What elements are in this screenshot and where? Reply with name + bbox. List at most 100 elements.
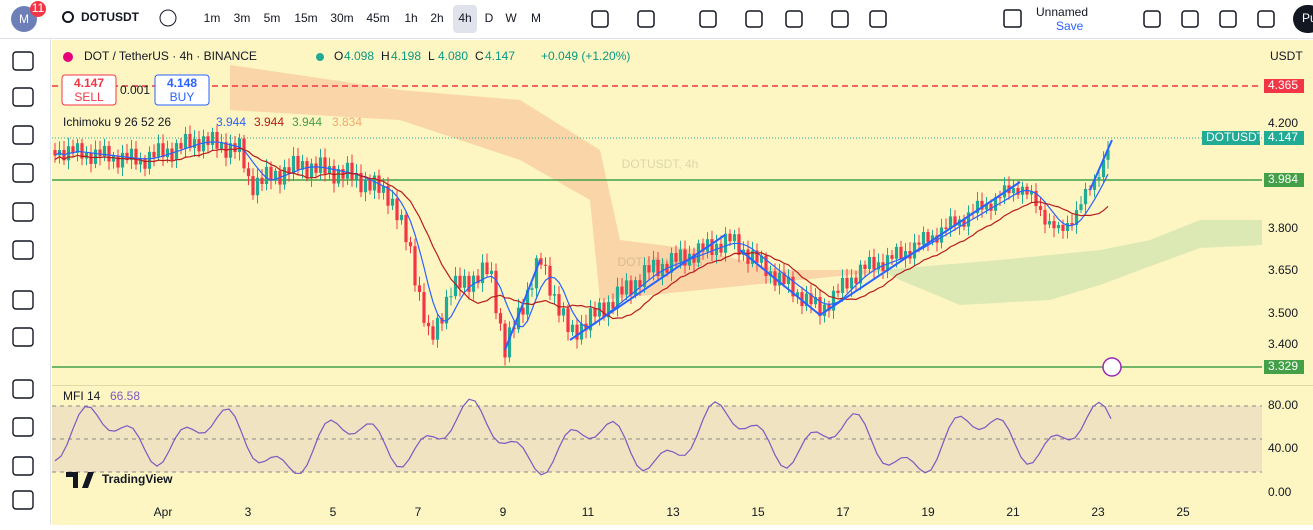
mfi-axis-label: 0.00 xyxy=(1268,485,1292,499)
drawing-tool[interactable] xyxy=(12,327,34,347)
candle-body xyxy=(782,272,786,285)
interval-button[interactable]: 2h xyxy=(430,11,443,25)
ohlc-label: C xyxy=(475,49,484,63)
tool-icon[interactable] xyxy=(1143,10,1161,28)
drawing-tool[interactable] xyxy=(12,290,34,310)
mfi-axis-label: 80.00 xyxy=(1268,398,1298,412)
candle-body xyxy=(1079,204,1083,211)
tool-icon[interactable] xyxy=(831,10,849,28)
currency-selector[interactable]: USDT xyxy=(1270,49,1303,63)
candle-body xyxy=(867,256,872,269)
candle-body xyxy=(845,277,849,289)
candle-body xyxy=(116,155,120,168)
add-symbol[interactable] xyxy=(159,9,177,27)
candle-body xyxy=(125,152,129,161)
time-label: 13 xyxy=(666,505,680,519)
candle-body xyxy=(372,175,377,191)
candle-body xyxy=(822,304,827,317)
indicator-value: 3.944 xyxy=(254,115,284,129)
tool-icon[interactable] xyxy=(785,10,803,28)
candle-body xyxy=(102,145,107,157)
tool-icon[interactable] xyxy=(699,10,717,28)
candle-body xyxy=(944,227,948,229)
candle-body xyxy=(291,155,296,174)
interval-button[interactable]: 3m xyxy=(234,11,251,25)
interval-button[interactable]: M xyxy=(531,11,541,25)
interval-button[interactable]: 4h xyxy=(458,11,471,25)
interval-button[interactable]: 15m xyxy=(294,11,317,25)
tool-icon[interactable] xyxy=(745,10,763,28)
watermark: DOTUSDT, 4h xyxy=(622,157,699,171)
candle-body xyxy=(305,161,309,179)
symbol[interactable]: DOTUSDT xyxy=(81,10,140,24)
price-tag xyxy=(1264,173,1304,187)
tool-icon[interactable] xyxy=(1219,10,1237,28)
drawing-tool[interactable] xyxy=(12,125,34,145)
candle-body xyxy=(129,148,134,161)
candle-body xyxy=(251,176,255,196)
interval-button[interactable]: 1m xyxy=(204,11,221,25)
candle-body xyxy=(1101,159,1106,178)
left-bar xyxy=(0,39,50,525)
candle-body xyxy=(624,280,629,295)
time-label: 19 xyxy=(921,505,935,519)
candle-body xyxy=(588,308,593,331)
price-tag xyxy=(1264,131,1304,145)
candle-body xyxy=(521,307,525,315)
interval-button[interactable]: W xyxy=(505,11,517,25)
candle-body xyxy=(161,143,165,158)
interval-active xyxy=(453,5,477,33)
drawing-tool[interactable] xyxy=(12,456,34,476)
mfi-value: 66.58 xyxy=(110,389,140,403)
change: +0.049 (+1.20%) xyxy=(541,49,630,63)
candle-body xyxy=(1047,221,1052,225)
interval-button[interactable]: 45m xyxy=(366,11,389,25)
time-label: 9 xyxy=(500,505,507,519)
interval-button[interactable]: 5m xyxy=(264,11,281,25)
candle-body xyxy=(840,277,845,293)
symbol-logo xyxy=(63,52,73,62)
candle-body xyxy=(327,166,332,174)
ohlc-value: 4.198 xyxy=(391,49,421,63)
tool-icon[interactable] xyxy=(1181,10,1199,28)
tool-icon[interactable] xyxy=(1257,10,1275,28)
avatar-letter: M xyxy=(19,12,29,26)
candle-body xyxy=(710,239,714,255)
candle-body xyxy=(705,239,710,252)
drawing-tool[interactable] xyxy=(12,490,34,510)
candle-body xyxy=(197,139,201,152)
sell-btn[interactable] xyxy=(61,74,117,106)
tool-icon[interactable] xyxy=(591,10,609,28)
buy-btn[interactable] xyxy=(154,74,210,106)
buy-label: BUY xyxy=(170,90,195,104)
publish-btn[interactable] xyxy=(1293,5,1313,33)
drawing-tool[interactable] xyxy=(12,202,34,222)
drawing-tool[interactable] xyxy=(12,379,34,399)
tool-icon[interactable] xyxy=(637,10,655,28)
interval-button[interactable]: 30m xyxy=(330,11,353,25)
search-icon xyxy=(62,11,74,23)
layout-name[interactable]: Unnamed xyxy=(1036,5,1088,19)
candle-body xyxy=(408,242,413,247)
candle-body xyxy=(620,286,624,295)
candle-body xyxy=(1056,224,1061,229)
drawing-tool[interactable] xyxy=(12,240,34,260)
badge: 11 xyxy=(32,1,45,15)
tool-icon[interactable] xyxy=(869,10,887,28)
interval-button[interactable]: 1h xyxy=(404,11,417,25)
candle-body xyxy=(953,216,957,226)
candle-body xyxy=(557,294,561,316)
price-tag-text: 4.365 xyxy=(1268,78,1298,92)
drawing-tool[interactable] xyxy=(12,417,34,437)
candle-body xyxy=(426,322,431,327)
drawing-tool[interactable] xyxy=(12,51,34,71)
time-label: 23 xyxy=(1091,505,1105,519)
candle-body xyxy=(921,231,926,245)
candle-body xyxy=(633,280,638,296)
candle-body xyxy=(948,216,953,229)
drawing-tool[interactable] xyxy=(12,87,34,107)
avatar[interactable] xyxy=(11,6,37,32)
drawing-tool[interactable] xyxy=(12,163,34,183)
candle-body xyxy=(962,219,966,227)
interval-button[interactable]: D xyxy=(485,11,494,25)
